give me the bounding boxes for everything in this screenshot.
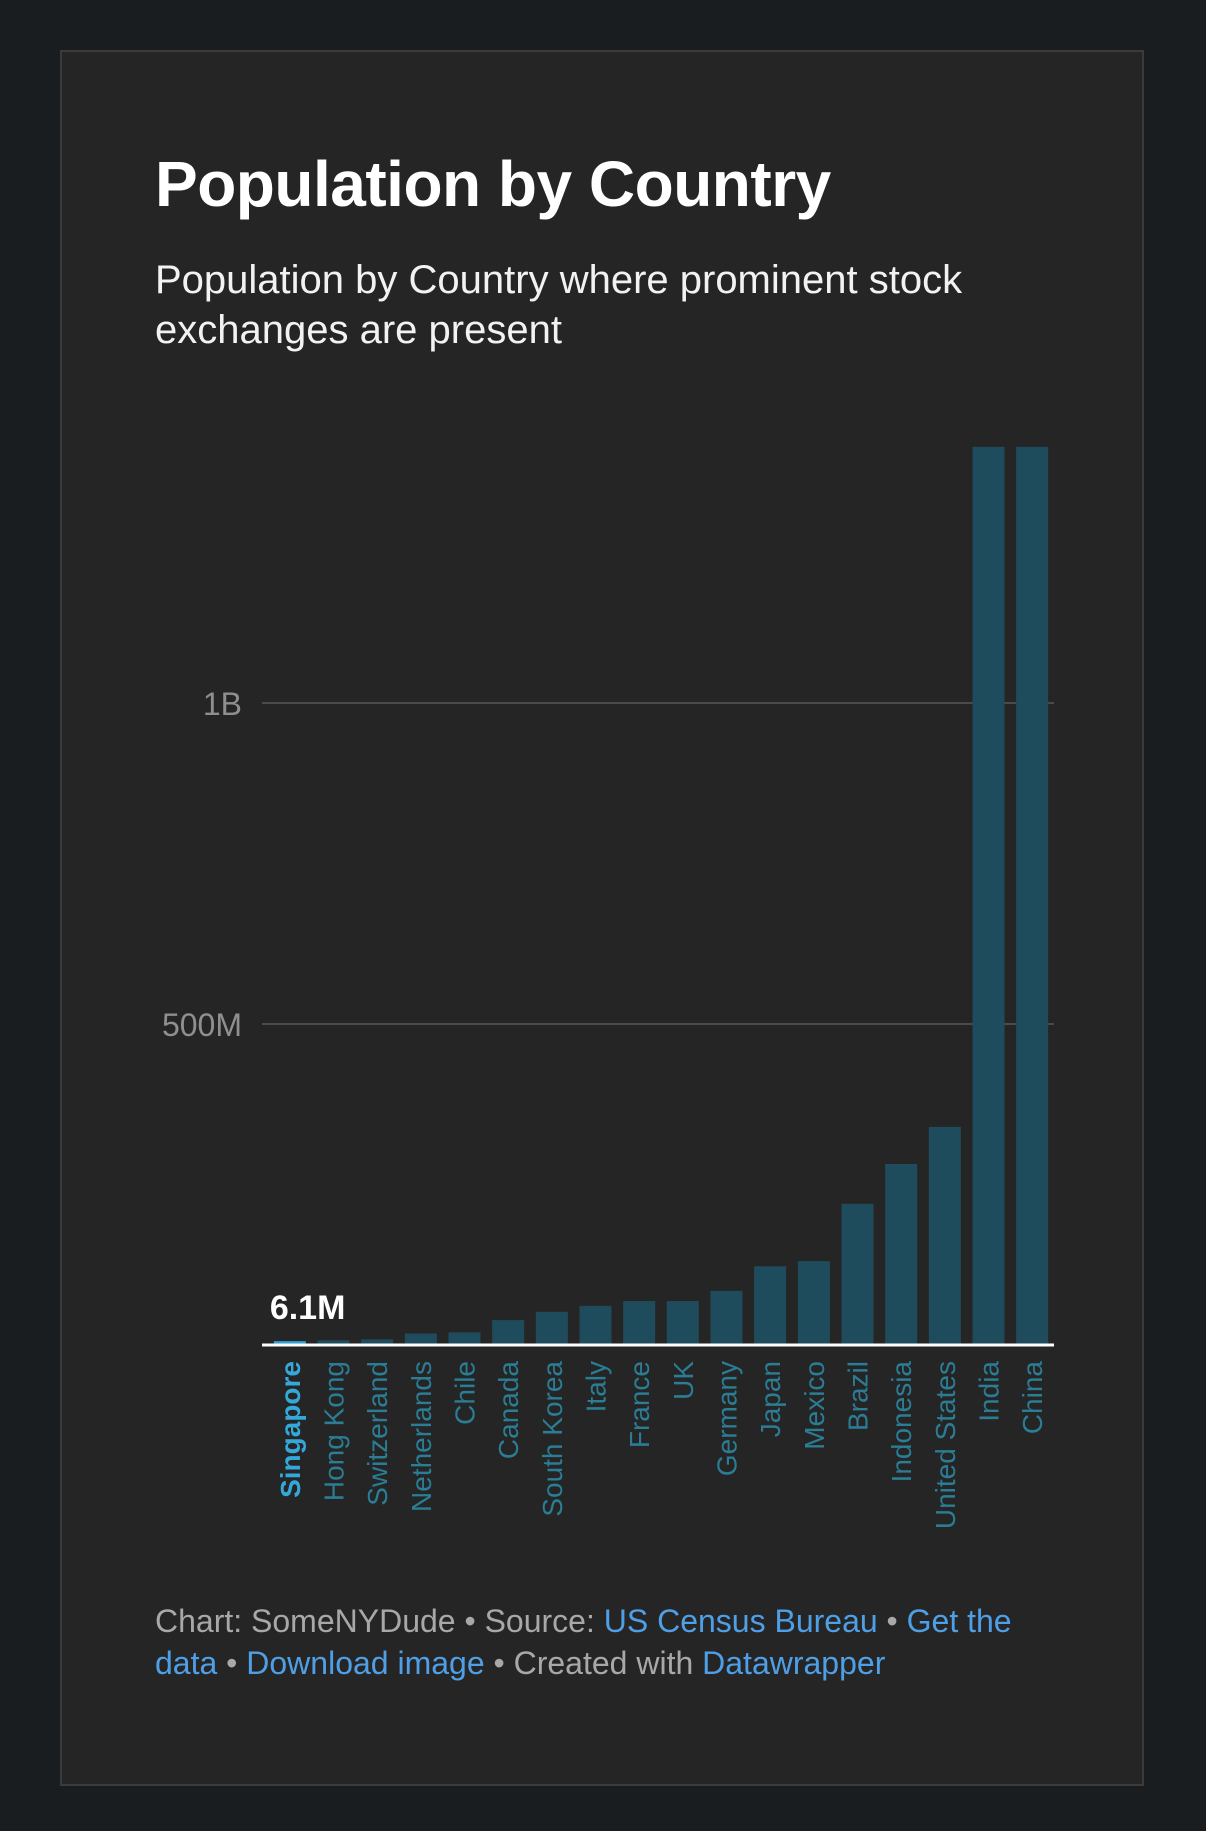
bar <box>535 1311 568 1345</box>
bar <box>972 446 1005 1345</box>
data-label: 6.1M <box>270 1289 346 1327</box>
x-tick-label: Italy <box>581 1361 612 1412</box>
x-tick-label: France <box>624 1361 655 1448</box>
bar <box>273 1341 306 1345</box>
bar <box>492 1320 525 1345</box>
created-with-label: Created with <box>513 1645 703 1681</box>
x-tick-label: South Korea <box>537 1361 568 1517</box>
x-tick-label: Brazil <box>843 1361 874 1431</box>
x-tick-label: Hong Kong <box>319 1361 350 1501</box>
x-tick-label: Switzerland <box>362 1361 393 1506</box>
separator: • <box>484 1645 514 1681</box>
datawrapper-link[interactable]: Datawrapper <box>702 1645 886 1681</box>
bar <box>841 1203 874 1345</box>
download-image-link[interactable]: Download image <box>246 1645 485 1681</box>
bar <box>361 1339 394 1345</box>
y-tick-label: 1B <box>203 686 242 722</box>
get-data-link[interactable]: Get the data <box>155 1603 1012 1681</box>
x-tick-label: Mexico <box>799 1361 830 1450</box>
separator: • <box>455 1603 485 1639</box>
x-tick-label: Indonesia <box>886 1361 917 1483</box>
x-tick-label: Japan <box>755 1361 786 1437</box>
bar <box>666 1301 699 1345</box>
bar <box>317 1340 350 1345</box>
bar <box>885 1163 918 1345</box>
bar <box>754 1266 787 1345</box>
x-tick-label: UK <box>668 1361 699 1400</box>
bar <box>1016 446 1049 1345</box>
x-tick-label: Chile <box>450 1361 481 1425</box>
bar <box>448 1332 481 1345</box>
source-link[interactable]: US Census Bureau <box>603 1603 878 1639</box>
chart-card: Population by Country Population by Coun… <box>60 50 1144 1786</box>
separator: • <box>877 1603 907 1639</box>
bar <box>928 1126 961 1345</box>
x-tick-label: China <box>1017 1361 1048 1435</box>
bar <box>404 1333 437 1345</box>
separator: • <box>217 1645 247 1681</box>
x-tick-label: Germany <box>712 1361 743 1476</box>
bar-chart: 500M 1B Singapore 6.1M Hong Kong Switzerland N… <box>162 446 1054 1529</box>
chart-subtitle: Population by Country where prominent st… <box>155 258 963 352</box>
bar <box>623 1301 656 1345</box>
x-tick-label: United States <box>930 1361 961 1529</box>
bar <box>797 1261 830 1345</box>
x-tick-label: India <box>974 1361 1005 1422</box>
bar <box>579 1305 612 1345</box>
chart-footer: Chart: SomeNYDude • Source: US Census Bu… <box>155 1600 1035 1684</box>
chart-title: Population by Country <box>155 148 831 220</box>
x-tick-label: Canada <box>493 1361 524 1460</box>
bar <box>710 1290 743 1345</box>
x-tick-label: Netherlands <box>406 1361 437 1512</box>
source-label: Source: <box>484 1603 604 1639</box>
y-tick-label: 500M <box>162 1007 242 1043</box>
chart-credit: Chart: SomeNYDude <box>155 1603 456 1639</box>
x-tick-label: Singapore <box>275 1361 306 1498</box>
